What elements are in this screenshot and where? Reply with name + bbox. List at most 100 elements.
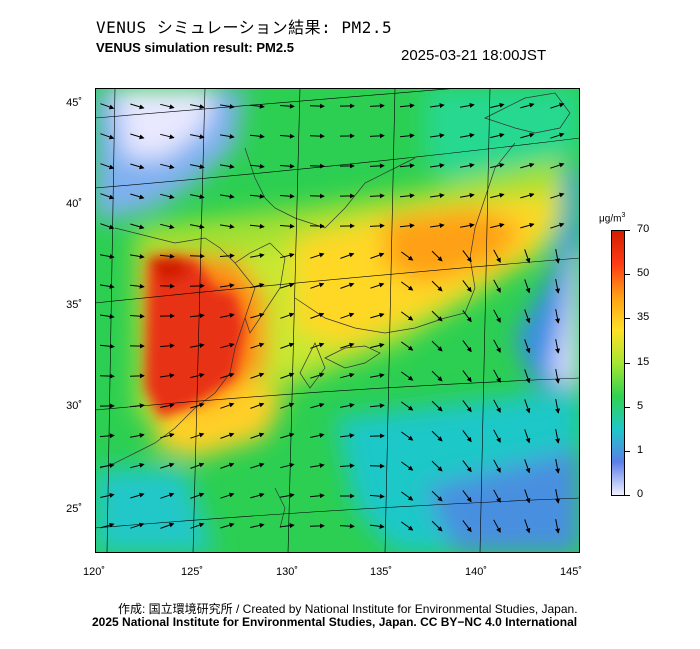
wind-arrow [190,522,205,529]
longitude-label: 135˚ [369,566,393,578]
wind-arrow [493,519,501,533]
wind-arrow [129,403,145,409]
wind-arrow [340,342,355,349]
wind-arrow [249,103,265,109]
wind-arrow [100,103,115,110]
wind-arrow [190,194,205,200]
wind-arrow [370,312,385,319]
wind-arrow [462,250,472,263]
wind-arrow [280,372,295,379]
wind-arrow [129,373,145,379]
wind-arrow [310,463,325,469]
wind-arrow [399,193,415,199]
wind-arrow [462,430,472,443]
wind-arrow [460,223,475,228]
wind-arrow [370,523,385,529]
wind-arrow [550,162,565,169]
wind-arrow [401,311,414,321]
wind-arrow [220,103,235,109]
wind-arrow [369,193,385,199]
wind-arrow [100,193,115,200]
wind-arrow [462,280,472,293]
longitude-label: 140˚ [464,566,488,578]
wind-arrow [159,343,175,349]
wind-arrow [555,249,560,264]
colorbar-label: 1 [637,444,644,456]
wind-arrow [339,463,355,469]
wind-arrow [160,163,175,170]
wind-arrow [550,102,565,109]
wind-arrow [431,400,443,412]
wind-arrow [250,492,265,499]
wind-arrow [370,373,385,378]
wind-arrow [555,429,560,444]
wind-arrow [524,369,531,384]
wind-arrow [220,193,235,199]
wind-arrow [100,313,115,319]
wind-arrow [431,490,443,502]
wind-arrow [310,312,325,319]
wind-vectors [99,102,565,534]
map-title-english: VENUS simulation result: PM2.5 [96,40,294,55]
wind-arrow [99,433,115,439]
wind-arrow [189,283,205,289]
wind-arrow [130,522,145,529]
wind-arrow [555,459,560,474]
credit-line: 作成: 国立環境研究所 / Created by National Instit… [118,602,578,616]
wind-arrow [493,249,501,263]
wind-arrow [160,432,175,439]
wind-arrow [493,309,501,323]
wind-arrow [130,283,145,289]
colorbar-label: 50 [637,267,650,279]
copyright-line: 2025 National Institute for Environmenta… [92,615,578,629]
wind-arrow [130,133,145,140]
longitude-label: 120˚ [82,566,106,578]
wind-arrow [100,492,115,498]
wind-arrow [250,402,265,409]
wind-arrow [160,402,175,408]
wind-arrow [369,493,385,499]
wind-arrow [220,402,235,409]
wind-arrow [129,313,145,319]
wind-arrow [462,340,472,353]
pm25-colorbar [611,230,625,496]
wind-arrow [340,252,355,259]
wind-arrow [462,460,472,473]
wind-arrow [340,372,355,379]
wind-arrow [280,462,295,469]
wind-arrow [190,402,205,409]
wind-arrow [401,281,414,291]
wind-arrow [219,253,235,259]
wind-arrow [399,223,415,229]
pm25-concentration-map [95,88,580,553]
wind-arrow [493,369,501,383]
wind-arrow [399,163,415,169]
wind-arrow [490,162,505,169]
wind-arrow [310,282,325,289]
wind-arrow [399,103,415,109]
wind-arrow [130,103,145,110]
wind-arrow [369,163,385,169]
wind-arrow [280,432,295,439]
wind-arrow [249,163,265,169]
wind-arrow [555,309,560,324]
wind-arrow [555,339,560,354]
wind-arrow [430,133,445,139]
colorbar-label: 5 [637,400,644,412]
wind-arrow [401,371,414,381]
wind-arrow [401,431,414,441]
wind-arrow [279,223,295,229]
wind-arrow [220,522,235,529]
wind-arrow [493,399,501,413]
wind-arrow [280,523,295,529]
wind-arrow [189,313,205,319]
wind-arrow [249,133,265,139]
wind-arrow [280,252,295,259]
wind-arrow [160,492,175,499]
wind-arrow [279,163,295,169]
wind-arrow [250,282,265,289]
latitude-label: 30˚ [66,400,82,412]
wind-arrow [159,283,175,289]
wind-arrow [493,279,501,293]
wind-arrow [99,343,115,349]
